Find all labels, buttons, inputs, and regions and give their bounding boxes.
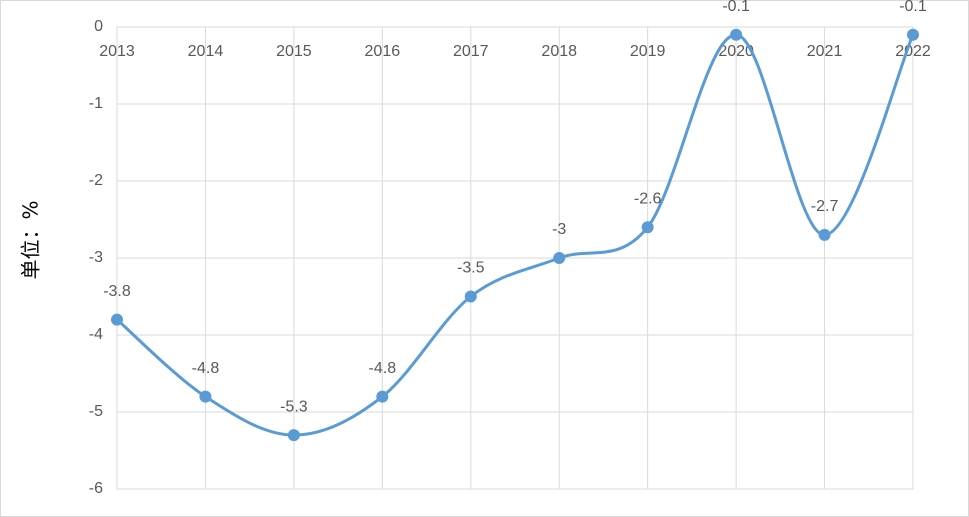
series-line [115,33,915,437]
data-label: -2.6 [634,190,662,207]
point [553,252,566,264]
y-tick-label: -1 [89,95,103,112]
data-label: -0.1 [899,0,927,15]
y-axis-label: 单位：% [19,200,43,279]
data-label: -2.7 [811,198,839,215]
data-label: -3.8 [103,283,131,300]
x-tick-label: 2019 [630,43,666,60]
point [464,290,477,303]
data-label: -3.5 [457,260,485,277]
data-label: -4.8 [369,360,397,377]
point [199,390,212,403]
y-tick-label: -6 [89,480,103,497]
data-label: -3 [552,221,566,238]
point [111,313,123,326]
y-tick-label: -4 [89,326,103,343]
x-tick-label: 2013 [99,43,135,60]
y-tick-label: 0 [94,18,103,35]
x-tick-label: 2021 [807,43,843,60]
point [818,228,831,241]
data-label: -5.3 [280,398,308,415]
x-tick-label: 2022 [895,43,931,60]
y-tick-label: -2 [89,172,103,189]
x-tick-label: 2017 [453,43,489,60]
point [376,390,389,403]
y-tick-label: -5 [89,403,103,420]
x-tick-label: 2014 [188,43,224,60]
y-tick-label: -3 [89,249,103,266]
data-label: -0.1 [722,0,750,15]
point [730,28,743,41]
x-tick-label: 2015 [276,43,312,60]
x-tick-label: 2016 [365,43,401,60]
point [641,221,654,234]
point [907,28,919,41]
x-tick-label: 2020 [718,43,754,60]
x-tick-label: 2018 [541,43,577,60]
point [287,429,300,442]
data-label: -4.8 [192,360,220,377]
